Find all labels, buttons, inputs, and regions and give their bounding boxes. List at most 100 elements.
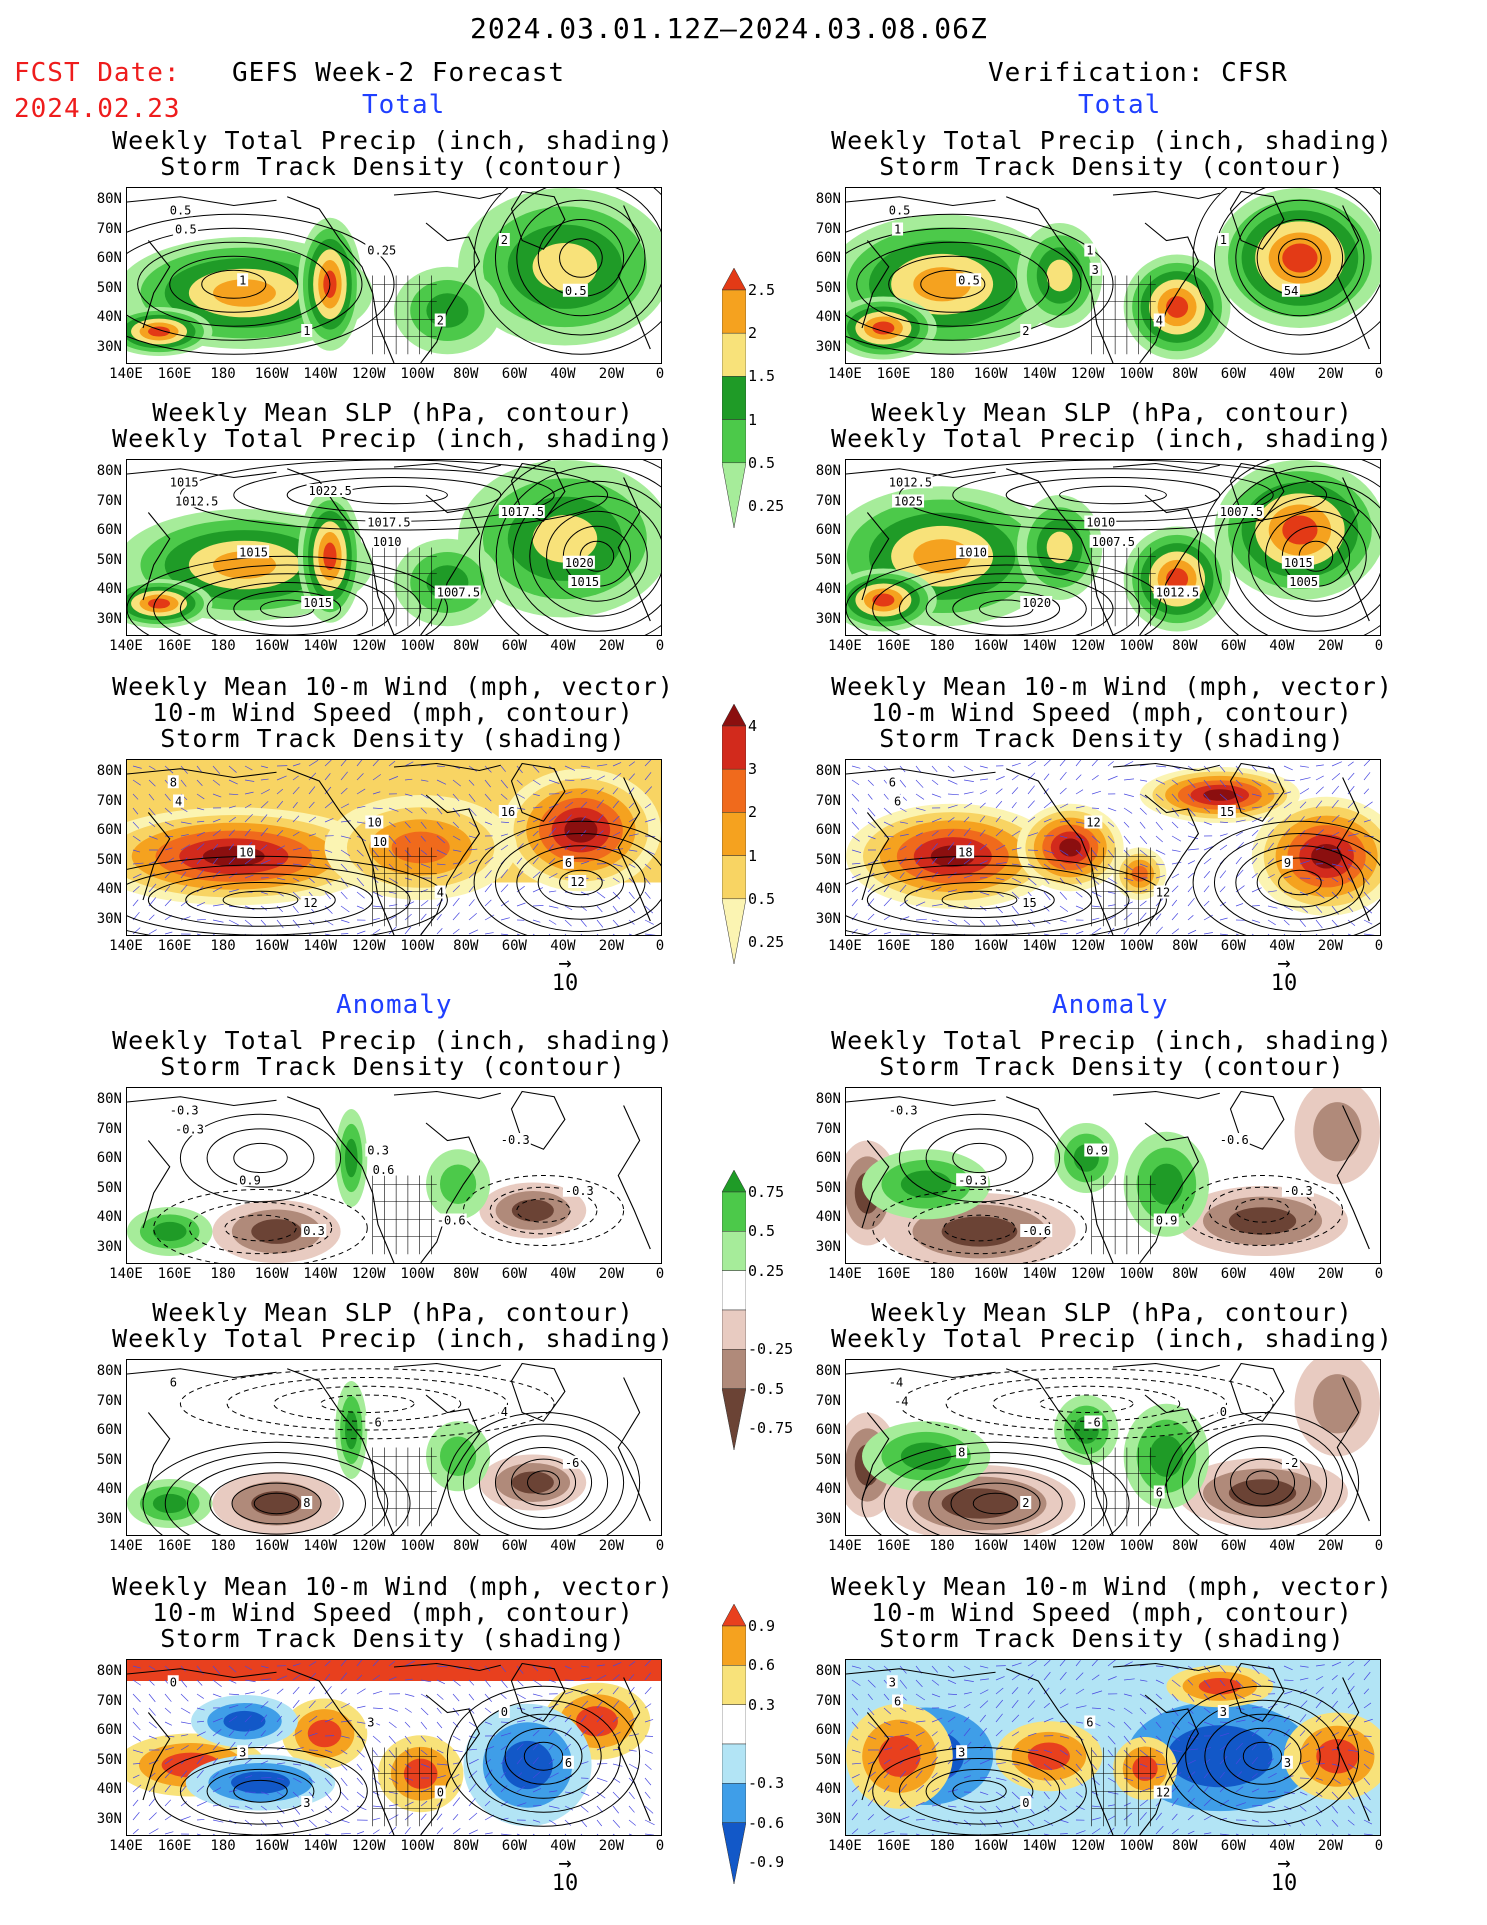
precip-shading xyxy=(1046,259,1073,292)
svg-text:3: 3 xyxy=(1220,1705,1227,1719)
contour-label: 1022.5 xyxy=(306,484,353,498)
contour-label: 3 xyxy=(301,1796,313,1810)
lat-tick-label: 60N xyxy=(815,250,841,266)
lon-tick-label: 120W xyxy=(351,638,386,654)
lon-tick-label: 0 xyxy=(1374,1538,1384,1554)
vector-reference-value: 10 xyxy=(1270,971,1298,996)
lon-tick-label: 20W xyxy=(1317,1538,1344,1554)
svg-text:3: 3 xyxy=(958,1745,965,1759)
svg-text:0.9: 0.9 xyxy=(1086,1144,1108,1158)
lon-tick-label: 60W xyxy=(1220,1838,1246,1854)
panel-title-line: Weekly Mean SLP (hPa, contour) xyxy=(152,398,634,427)
lat-tick-label: 70N xyxy=(815,492,841,509)
contour-line xyxy=(222,890,299,910)
lat-tick-label: 30N xyxy=(815,1510,841,1527)
colorbar-label: -0.6 xyxy=(748,1813,785,1832)
contour-label: 0 xyxy=(1217,1405,1229,1419)
lon-tick-label: 180 xyxy=(210,938,236,954)
panel-title-line: Storm Track Density (shading) xyxy=(879,1624,1345,1653)
lon-tick-label: 180 xyxy=(929,366,955,382)
contour-label: 0.5 xyxy=(562,283,588,298)
colorbar-swatch xyxy=(721,1349,747,1389)
lat-tick-label: 40N xyxy=(815,581,841,597)
contour-line xyxy=(188,1201,333,1255)
lat-tick-label: 70N xyxy=(96,492,122,509)
contour-line xyxy=(127,855,448,935)
svg-text:1012.5: 1012.5 xyxy=(175,495,218,509)
colorbar-label: 2 xyxy=(748,803,758,822)
contour-line xyxy=(1256,857,1344,908)
svg-text:0: 0 xyxy=(1220,1405,1227,1419)
lat-tick-label: 80N xyxy=(815,763,841,779)
contour-line xyxy=(179,1368,555,1440)
panel-title-line: Weekly Mean 10-m Wind (mph, vector) xyxy=(831,1572,1393,1601)
contour-label: 1010 xyxy=(956,545,989,559)
lon-tick-label: 80W xyxy=(1172,1266,1198,1282)
svg-text:8: 8 xyxy=(170,775,177,789)
lat-tick-label: 60N xyxy=(96,822,122,838)
lon-tick-label: 140E xyxy=(109,938,143,954)
colorbar-swatch xyxy=(721,1309,747,1350)
contour-line xyxy=(1197,460,1380,635)
contour-label: 1007.5 xyxy=(1089,534,1136,549)
lon-tick-label: 80W xyxy=(1172,938,1198,954)
svg-text:6: 6 xyxy=(1156,1486,1163,1500)
colorbar-label: 1 xyxy=(748,410,758,429)
colorbar-swatch xyxy=(721,1743,747,1784)
colorbar-swatch xyxy=(721,1603,747,1627)
contour-label: 6 xyxy=(562,855,574,870)
svg-text:-4: -4 xyxy=(894,1395,908,1409)
lat-tick-label: 40N xyxy=(815,309,841,325)
contour-label: 8 xyxy=(301,1496,313,1510)
panel-title-line: Weekly Mean 10-m Wind (mph, vector) xyxy=(831,672,1393,701)
colorbar-swatch xyxy=(721,1388,747,1451)
lon-tick-label: 120W xyxy=(351,1838,386,1854)
contour-line xyxy=(273,1385,462,1422)
contour-label: 0.5 xyxy=(886,203,912,217)
contour-line xyxy=(127,555,448,635)
contour-label: 0.6 xyxy=(370,1162,396,1177)
contour-label: 1 xyxy=(301,324,313,338)
contour-line xyxy=(489,1186,598,1235)
lon-tick-label: 160W xyxy=(973,1838,1008,1854)
contour-label: 3 xyxy=(365,1715,377,1730)
lon-tick-label: 60W xyxy=(501,1538,527,1554)
contour-line xyxy=(1229,1458,1296,1507)
lon-tick-label: 160W xyxy=(254,1838,289,1854)
lat-tick-label: 30N xyxy=(815,910,841,927)
contour-label: 1005 xyxy=(1287,575,1320,589)
colorbar-swatch xyxy=(721,462,747,529)
panel-title-line: Weekly Total Precip (inch, shading) xyxy=(112,126,674,155)
contour-line xyxy=(485,1713,602,1799)
lon-tick-label: 140E xyxy=(828,1538,862,1554)
svg-text:3: 3 xyxy=(303,1796,310,1810)
panel-title-line: Storm Track Density (contour) xyxy=(879,152,1345,181)
colorbar-label: 0.5 xyxy=(748,889,776,908)
lat-tick-label: 50N xyxy=(815,1751,841,1768)
svg-text:-0.6: -0.6 xyxy=(1022,1224,1051,1238)
coastlines xyxy=(127,190,651,363)
lon-tick-label: 140W xyxy=(303,1538,338,1554)
contour-line xyxy=(201,269,267,299)
svg-text:15: 15 xyxy=(1220,805,1234,819)
lon-tick-label: 0 xyxy=(1374,1266,1384,1282)
svg-text:1017.5: 1017.5 xyxy=(367,516,410,530)
contour-line xyxy=(179,1113,342,1203)
colorbar-swatch xyxy=(721,1270,747,1311)
contour-line xyxy=(1278,869,1322,896)
contour-label: 4 xyxy=(498,1405,510,1419)
colorbar-swatch xyxy=(721,289,747,334)
lat-tick-label: 50N xyxy=(96,1451,122,1468)
lat-tick-label: 40N xyxy=(815,881,841,897)
lat-tick-label: 60N xyxy=(96,1150,122,1166)
lat-tick-label: 30N xyxy=(96,1810,122,1827)
svg-text:1007.5: 1007.5 xyxy=(1092,535,1135,549)
svg-text:1015: 1015 xyxy=(303,596,332,610)
contour-line xyxy=(846,864,1130,935)
lon-tick-label: 140W xyxy=(303,938,338,954)
lon-tick-label: 160W xyxy=(973,366,1008,382)
contour-line xyxy=(153,1189,368,1263)
map-panel-gefs-anom-precip: -0.3 0.3 -0.3 0.3 -0.3 0.9 -0.6 -0.3 0.6 xyxy=(126,1087,662,1264)
panel-title-line: 10-m Wind Speed (mph, contour) xyxy=(152,698,634,727)
contour-line xyxy=(127,864,411,935)
